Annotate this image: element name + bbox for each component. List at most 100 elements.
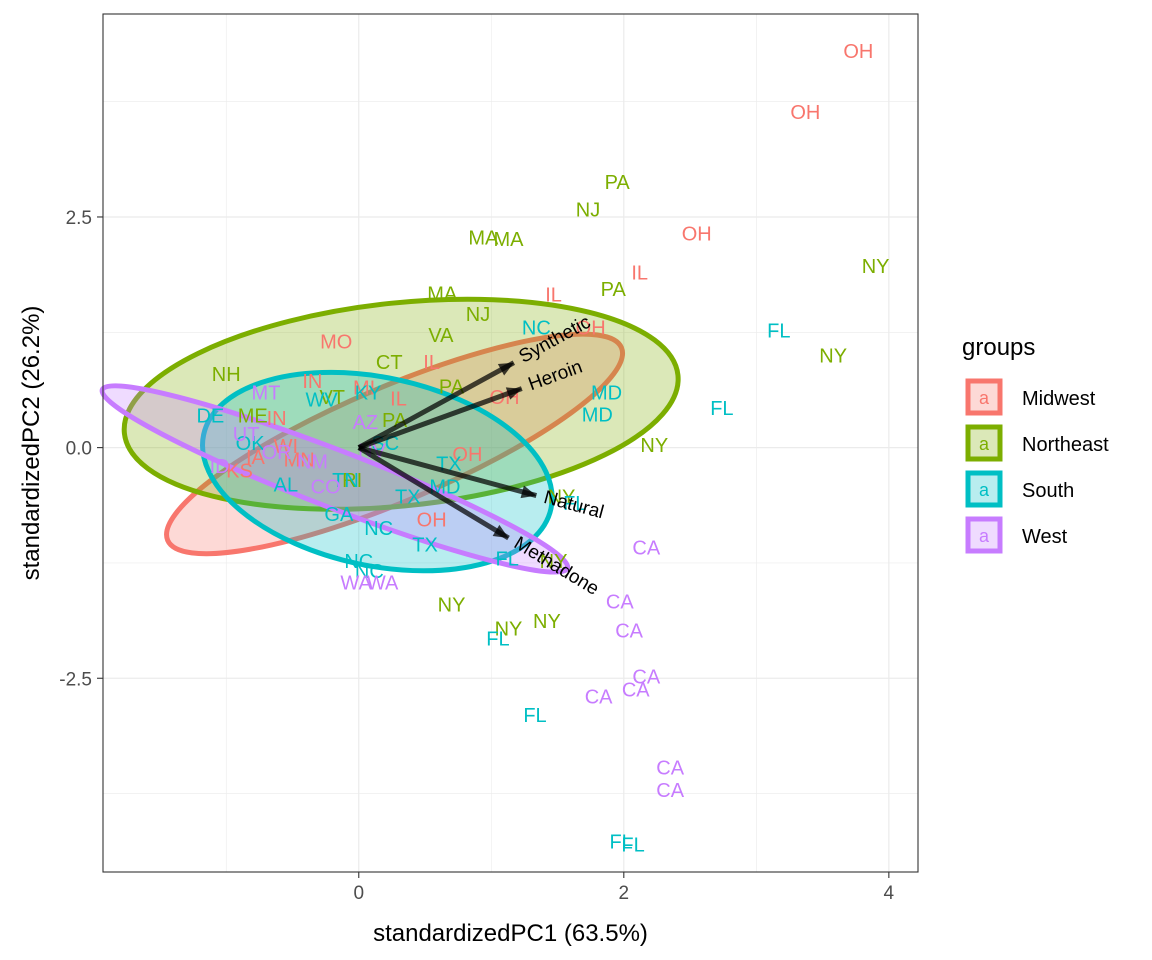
point-label: OR [262, 442, 292, 464]
point-label: OK [236, 433, 266, 455]
point-label: RI [342, 470, 362, 492]
point-label: OH [790, 102, 820, 124]
plot-panel-border [102, 13, 919, 873]
point-label: VA [428, 325, 454, 347]
point-label: MD [582, 404, 613, 426]
legend-key-glyph: a [979, 434, 990, 454]
point-label: MA [427, 284, 458, 306]
legend-key-south [965, 470, 1003, 508]
point-label: IL [423, 352, 440, 374]
x-tick-label: 4 [884, 883, 895, 904]
plot-panel-background [103, 14, 918, 872]
point-label: CT [376, 352, 403, 374]
point-label: MA [468, 227, 499, 249]
legend-key-bg [965, 424, 1003, 462]
point-label: FL [523, 705, 546, 727]
point-label: AL [274, 475, 298, 497]
legend-key-midwest [965, 378, 1003, 416]
point-label: ME [238, 405, 268, 427]
point-label: NC [344, 551, 373, 573]
legend-key-northeast [965, 424, 1003, 462]
point-label: CA [615, 620, 643, 642]
point-label: TN [332, 470, 359, 492]
point-label: MD [591, 382, 622, 404]
point-label: CA [585, 687, 613, 709]
point-label: CA [632, 537, 660, 559]
point-label: NY [862, 256, 890, 278]
loading-arrowhead [492, 524, 509, 539]
point-label: MO [320, 332, 352, 354]
x-axis-title: standardizedPC1 (63.5%) [373, 920, 648, 947]
point-label: OH [682, 224, 712, 246]
ellipse-south [200, 369, 555, 574]
y-tick-label: 0.0 [66, 439, 92, 460]
legend-label-west: West [1022, 526, 1068, 548]
point-label: OH [576, 318, 606, 340]
major-gridlines [103, 14, 918, 872]
point-label: CA [656, 758, 684, 780]
point-label: AZ [353, 412, 379, 434]
point-label: OH [417, 510, 447, 532]
point-label: FL [609, 832, 632, 854]
point-label: NJ [466, 304, 490, 326]
x-axis-ticks: 0 2 4 [353, 872, 895, 904]
legend-key-bg [965, 470, 1003, 508]
point-label: FL [486, 629, 509, 651]
point-label: FL [621, 834, 644, 856]
point-label: TX [412, 534, 438, 556]
point-label: KS [226, 461, 253, 483]
legend-key-glyph: a [979, 526, 990, 546]
point-label: OH [452, 444, 482, 466]
point-label: NM [297, 451, 328, 473]
y-tick-label: 2.5 [66, 208, 92, 229]
point-label: IN [302, 371, 322, 393]
loading-arrow-natural [358, 445, 537, 499]
point-label: NC [522, 318, 551, 340]
legend-key-bg [965, 378, 1003, 416]
point-label: DE [196, 405, 224, 427]
point-label: TX [395, 487, 421, 509]
point-label: UT [233, 424, 260, 446]
point-label: NY [495, 618, 523, 640]
point-label: FL [710, 398, 733, 420]
point-label: NY [438, 594, 466, 616]
point-label: FL [767, 320, 790, 342]
point-label: NY [540, 551, 568, 573]
point-label: CA [632, 666, 660, 688]
point-label: IL [631, 262, 648, 284]
point-label: WV [306, 390, 339, 412]
point-label: NH [212, 364, 241, 386]
x-tick-label: 2 [619, 883, 630, 904]
point-label: NC [364, 518, 393, 540]
minor-gridlines [103, 14, 918, 872]
point-label: MA [494, 229, 525, 251]
point-label: MT [252, 382, 281, 404]
point-label: CO [311, 476, 341, 498]
point-label: CA [606, 592, 634, 614]
point-label: FL [496, 548, 519, 570]
ellipse-west [99, 383, 571, 575]
legend-key-bg [965, 516, 1003, 554]
point-label: OH [843, 41, 873, 63]
point-label: WI [274, 436, 298, 458]
point-label: NY [548, 487, 576, 509]
x-tick-label: 0 [353, 883, 364, 904]
y-axis-title: standardizedPC2 (26.2%) [18, 306, 45, 581]
loading-arrowhead [520, 485, 537, 499]
point-label: VT [319, 387, 345, 409]
legend-key-west [965, 516, 1003, 554]
loading-arrow-synthetic [357, 360, 516, 450]
point-label: NY [640, 435, 668, 457]
legend-key-glyph: a [979, 388, 990, 408]
loading-arrowhead [497, 362, 514, 376]
legend: groups a Midwest a Northeast a South a West [962, 334, 1109, 554]
point-label: MI [353, 378, 375, 400]
point-label: IL [545, 284, 562, 306]
point-label: PA [605, 172, 631, 194]
point-label: WA [340, 572, 372, 594]
point-label: CA [622, 679, 650, 701]
point-label: CA [656, 780, 684, 802]
point-label: MN [284, 450, 315, 472]
